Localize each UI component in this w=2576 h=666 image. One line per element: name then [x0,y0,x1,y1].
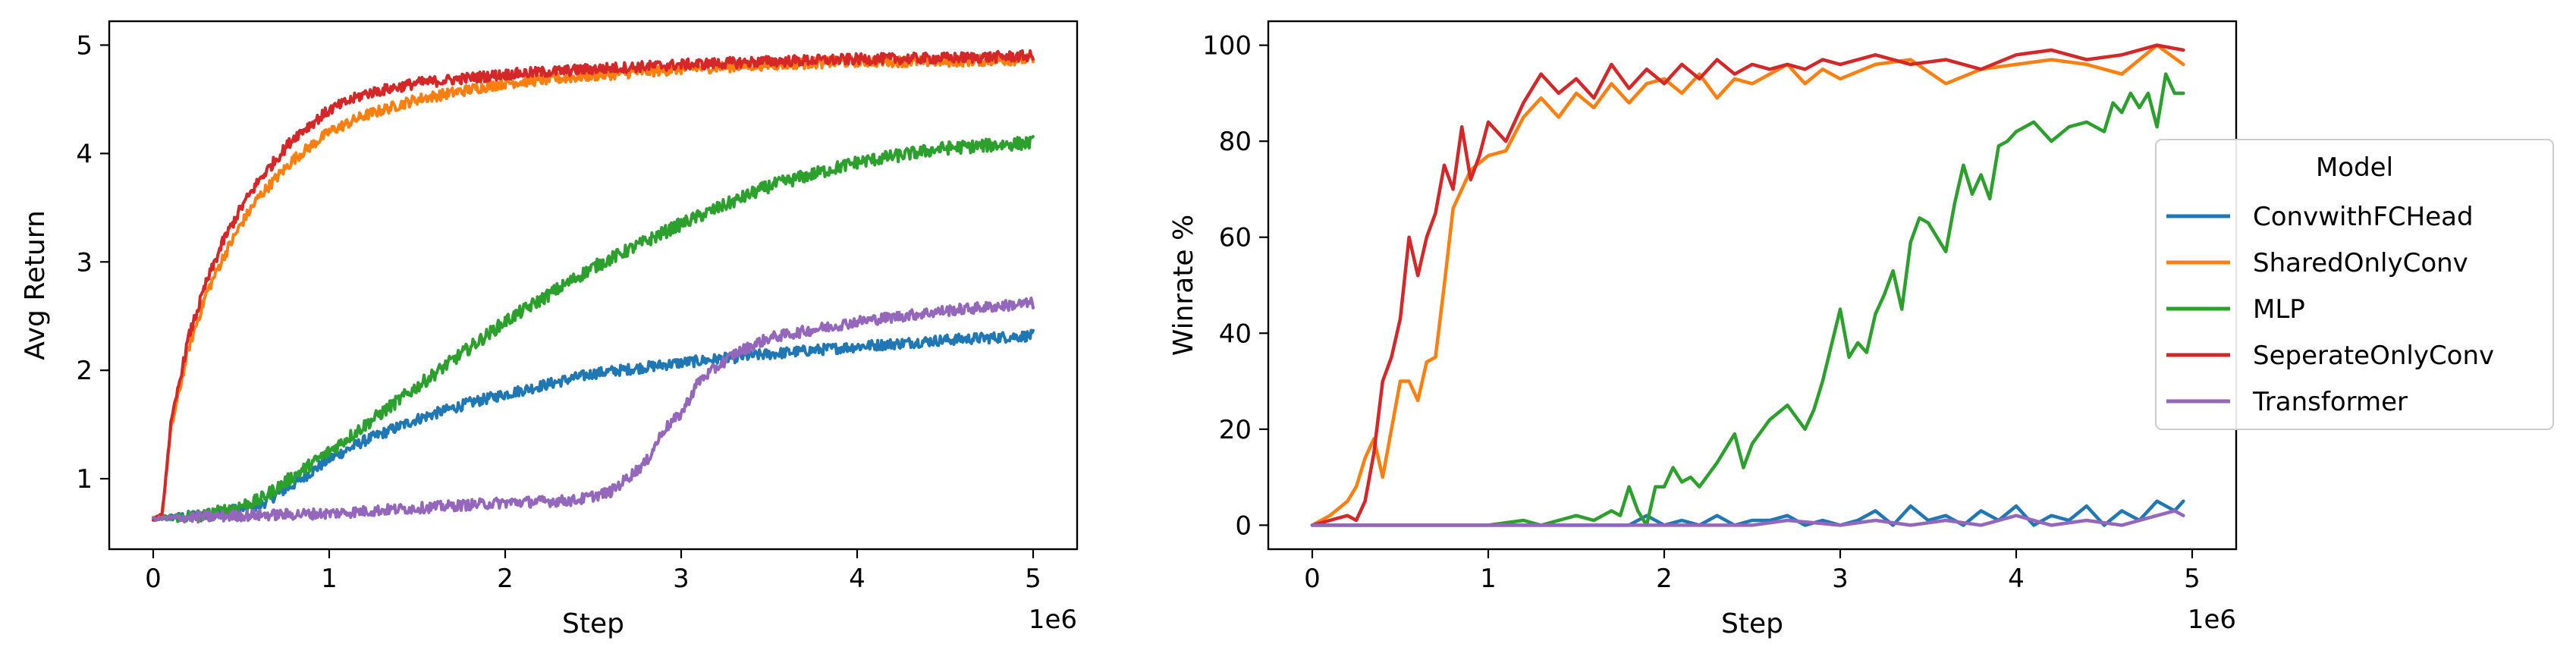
avg-return-x-offset-label: 1e6 [1029,605,1077,635]
legend: Model ConvwithFCHead SharedOnlyConv MLP Sep… [2155,139,2554,430]
legend-label-mlp: MLP [2253,294,2305,325]
legend-label-convwithfchead: ConvwithFCHead [2253,202,2474,232]
winrate-y-tick-label: 100 [1202,31,1252,61]
avg-return-x-tick-label: 1 [321,564,338,594]
avg-return-series-line-seperateonlyconv [152,49,1035,522]
legend-box [2155,139,2554,430]
avg-return-series [152,49,1035,524]
legend-items: ConvwithFCHead SharedOnlyConv MLP SeperateO… [2166,202,2494,417]
winrate-series [1310,43,2185,527]
avg-return-chart: 0 1 2 3 4 5 1 2 3 4 5 Step Avg Return 1e6 [20,20,1079,639]
winrate-y-tick-label: 0 [1235,510,1252,541]
avg-return-y-axis-label: Avg Return [20,210,51,360]
winrate-series-line-sharedonlyconv [1310,43,2185,527]
avg-return-y-tick-label: 4 [76,139,93,169]
winrate-series-line-mlp [1310,72,2185,527]
winrate-x-tick-label: 2 [1656,564,1673,594]
winrate-x-offset-label: 1e6 [2188,605,2236,635]
avg-return-x-tick-label: 5 [1025,564,1041,594]
legend-label-sharedonlyconv: SharedOnlyConv [2253,248,2468,278]
winrate-x-tick-label: 1 [1480,564,1497,594]
winrate-y-tick-label: 60 [1219,223,1252,253]
winrate-series-line-seperateonlyconv [1310,43,2185,527]
legend-label-seperateonlyconv: SeperateOnlyConv [2253,341,2494,371]
winrate-y-axis-label: Winrate % [1168,215,1199,356]
avg-return-y-tick-label: 3 [76,247,93,278]
avg-return-plot-frame [108,20,1079,551]
avg-return-x-tick-label: 4 [849,564,865,594]
winrate-y-tick-label: 80 [1219,127,1252,157]
winrate-y-tick-label: 40 [1219,319,1252,349]
avg-return-x-tick-label: 2 [497,564,514,594]
winrate-ticks: 0 1 2 3 4 5 0 20 40 60 80 100 [1202,31,2201,594]
winrate-x-tick-label: 4 [2008,564,2025,594]
legend-label-transformer: Transformer [2252,387,2408,417]
winrate-x-tick-label: 3 [1832,564,1849,594]
avg-return-series-line-mlp [152,135,1035,523]
winrate-x-tick-label: 5 [2184,564,2201,594]
avg-return-y-tick-label: 5 [76,30,93,61]
avg-return-x-tick-label: 3 [673,564,690,594]
winrate-y-tick-label: 20 [1219,415,1252,445]
legend-title: Model [2316,152,2393,183]
avg-return-series-line-transformer [152,297,1035,524]
winrate-x-tick-label: 0 [1304,564,1321,594]
winrate-chart: 0 1 2 3 4 5 0 20 40 60 80 100 Step Winrate % 1e6 [1168,20,2238,639]
avg-return-x-axis-label: Step [562,608,624,639]
winrate-series-line-transformer [1310,509,2185,527]
winrate-x-axis-label: Step [1721,608,1783,639]
avg-return-y-tick-label: 2 [76,356,93,386]
avg-return-ticks: 0 1 2 3 4 5 1 2 3 4 5 [76,30,1041,594]
avg-return-x-tick-label: 0 [145,564,162,594]
avg-return-y-tick-label: 1 [76,464,93,495]
